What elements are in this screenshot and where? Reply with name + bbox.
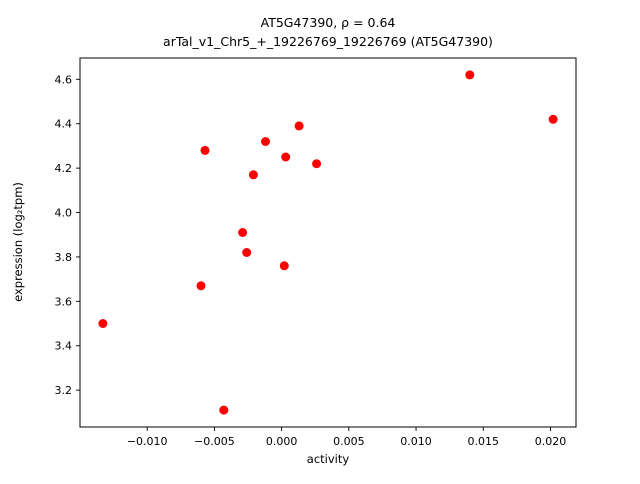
axis-ticks: −0.010 −0.005 0.000 0.005 0.010 0.015 0.020 3.2… bbox=[55, 73, 567, 448]
x-tick-label: 0.000 bbox=[266, 435, 298, 448]
scatter-point bbox=[294, 121, 304, 131]
scatter-point bbox=[219, 405, 229, 415]
scatter-point bbox=[248, 170, 258, 180]
x-tick-label: −0.005 bbox=[194, 435, 235, 448]
scatter-point bbox=[548, 114, 558, 124]
data-points bbox=[98, 70, 558, 415]
scatter-point bbox=[238, 228, 248, 237]
scatter-point bbox=[242, 248, 252, 257]
plot-title: AT5G47390, ρ = 0.64 bbox=[261, 15, 396, 30]
scatter-point bbox=[281, 152, 291, 162]
x-tick-label: 0.005 bbox=[333, 435, 365, 448]
scatter-point bbox=[261, 137, 270, 146]
y-axis-label: expression (log₂tpm) bbox=[11, 182, 25, 302]
plot-subtitle: arTal_v1_Chr5_+_19226769_19226769 (AT5G4… bbox=[163, 34, 493, 49]
x-tick-label: 0.020 bbox=[535, 435, 567, 448]
plot-frame bbox=[79, 57, 577, 428]
y-tick-label: 4.4 bbox=[55, 118, 73, 131]
x-tick-label: 0.010 bbox=[400, 435, 432, 448]
y-tick-label: 3.4 bbox=[55, 340, 73, 353]
y-tick-label: 3.2 bbox=[55, 384, 73, 397]
y-tick-label: 3.8 bbox=[55, 251, 73, 264]
y-tick-label: 4.6 bbox=[55, 73, 73, 86]
scatter-point bbox=[98, 319, 108, 328]
x-tick-label: −0.010 bbox=[127, 435, 168, 448]
scatter-point bbox=[196, 281, 206, 291]
y-tick-label: 3.6 bbox=[55, 295, 73, 308]
y-tick-label: 4.2 bbox=[55, 162, 73, 175]
y-tick-label: 4.0 bbox=[55, 207, 73, 220]
x-tick-label: 0.015 bbox=[468, 435, 500, 448]
x-axis-label: activity bbox=[307, 452, 350, 466]
scatter-point bbox=[279, 261, 289, 271]
scatter-point bbox=[200, 145, 210, 155]
scatter-point bbox=[465, 70, 475, 80]
scatter-point bbox=[312, 159, 322, 169]
